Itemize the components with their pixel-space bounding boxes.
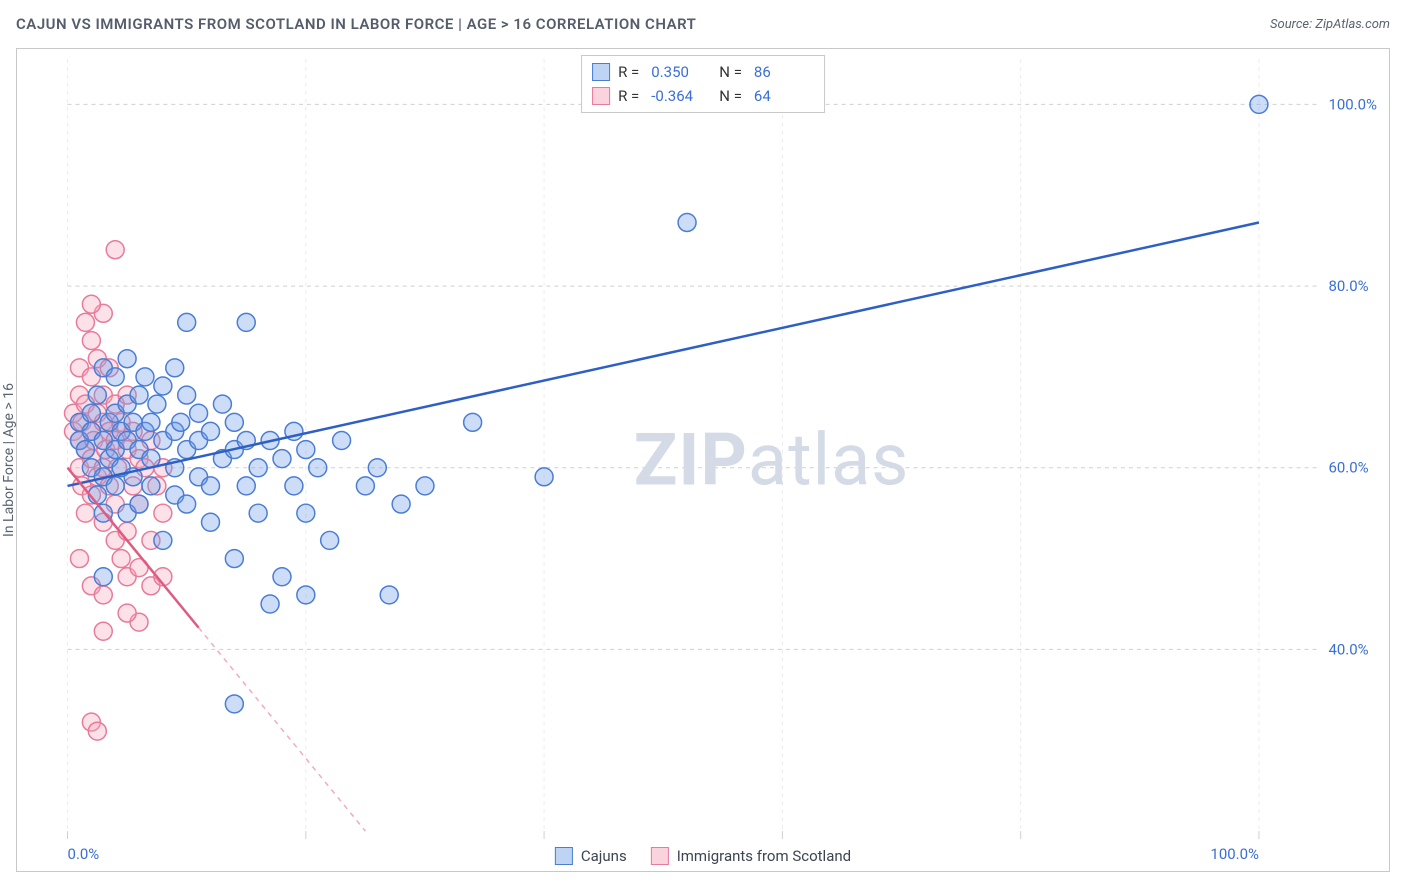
data-point (225, 695, 243, 713)
data-point (464, 413, 482, 431)
data-point (76, 441, 94, 459)
y-tick-label: 40.0% (1328, 640, 1368, 658)
data-point (178, 495, 196, 513)
data-point (333, 432, 351, 450)
data-point (249, 459, 267, 477)
data-point (225, 550, 243, 568)
data-point (285, 477, 303, 495)
data-point (178, 386, 196, 404)
data-point (237, 477, 255, 495)
swatch-scotland (592, 87, 610, 105)
scatter-plot: 40.0% 60.0% 80.0% 100.0% 0.0% 100.0% (17, 49, 1389, 871)
data-point (416, 477, 434, 495)
legend-item-cajuns: Cajuns (555, 847, 627, 865)
swatch-cajuns (555, 847, 573, 865)
data-point (202, 513, 220, 531)
data-point (76, 313, 94, 331)
r-value-cajuns: 0.350 (651, 60, 711, 84)
series-legend: Cajuns Immigrants from Scotland (555, 847, 851, 865)
data-point (237, 313, 255, 331)
data-point (112, 550, 130, 568)
r-value-scotland: -0.364 (651, 84, 711, 108)
data-point (321, 531, 339, 549)
n-value-cajuns: 86 (754, 60, 814, 84)
data-point (309, 459, 327, 477)
r-label: R = (618, 84, 639, 108)
data-point (261, 595, 279, 613)
data-point (94, 586, 112, 604)
data-point (154, 504, 172, 522)
data-point (82, 295, 100, 313)
swatch-scotland (651, 847, 669, 865)
legend-label-scotland: Immigrants from Scotland (677, 847, 851, 865)
data-point (76, 504, 94, 522)
x-tick-label: 100.0% (1210, 845, 1259, 863)
data-point (70, 550, 88, 568)
data-point (172, 413, 190, 431)
chart-title: CAJUN VS IMMIGRANTS FROM SCOTLAND IN LAB… (16, 15, 696, 33)
y-tick-label: 60.0% (1328, 459, 1368, 477)
data-point (166, 359, 184, 377)
trend-line-solid (68, 222, 1259, 485)
data-point (202, 422, 220, 440)
legend-item-scotland: Immigrants from Scotland (651, 847, 851, 865)
data-point (154, 377, 172, 395)
data-point (297, 586, 315, 604)
data-point (225, 413, 243, 431)
y-tick-label: 80.0% (1328, 277, 1368, 295)
series-Cajuns (70, 95, 1267, 712)
correlation-legend: R = 0.350 N = 86 R = -0.364 N = 64 (581, 55, 825, 113)
legend-row-cajuns: R = 0.350 N = 86 (592, 60, 814, 84)
data-point (82, 404, 100, 422)
data-point (356, 477, 374, 495)
data-point (130, 386, 148, 404)
data-point (273, 568, 291, 586)
chart-source: Source: ZipAtlas.com (1270, 17, 1390, 32)
y-axis-label: In Labor Force | Age > 16 (1, 383, 17, 537)
data-point (136, 368, 154, 386)
data-point (380, 586, 398, 604)
data-point (94, 622, 112, 640)
data-point (82, 332, 100, 350)
legend-label-cajuns: Cajuns (581, 847, 627, 865)
data-point (106, 477, 124, 495)
data-point (142, 413, 160, 431)
swatch-cajuns (592, 63, 610, 81)
data-point (249, 504, 267, 522)
chart-header: CAJUN VS IMMIGRANTS FROM SCOTLAND IN LAB… (0, 8, 1406, 40)
data-point (1250, 95, 1268, 113)
data-point (118, 350, 136, 368)
r-label: R = (618, 60, 639, 84)
trend-line-dashed (199, 628, 366, 831)
data-point (273, 450, 291, 468)
data-point (190, 404, 208, 422)
data-point (130, 495, 148, 513)
data-point (94, 568, 112, 586)
n-label: N = (719, 60, 742, 84)
y-tick-label: 100.0% (1328, 95, 1377, 113)
data-point (154, 531, 172, 549)
data-point (213, 395, 231, 413)
data-point (106, 241, 124, 259)
x-tick-label: 0.0% (68, 845, 100, 863)
data-point (88, 722, 106, 740)
data-point (178, 313, 196, 331)
n-value-scotland: 64 (754, 84, 814, 108)
data-point (535, 468, 553, 486)
data-point (368, 459, 386, 477)
data-point (392, 495, 410, 513)
data-point (297, 504, 315, 522)
data-point (297, 441, 315, 459)
data-point (202, 477, 220, 495)
data-point (678, 214, 696, 232)
data-point (118, 604, 136, 622)
data-point (142, 477, 160, 495)
data-point (106, 368, 124, 386)
data-point (148, 395, 166, 413)
n-label: N = (719, 84, 742, 108)
data-point (88, 386, 106, 404)
legend-row-scotland: R = -0.364 N = 64 (592, 84, 814, 108)
chart-container: In Labor Force | Age > 16 ZIPatlas 40.0%… (16, 48, 1390, 872)
